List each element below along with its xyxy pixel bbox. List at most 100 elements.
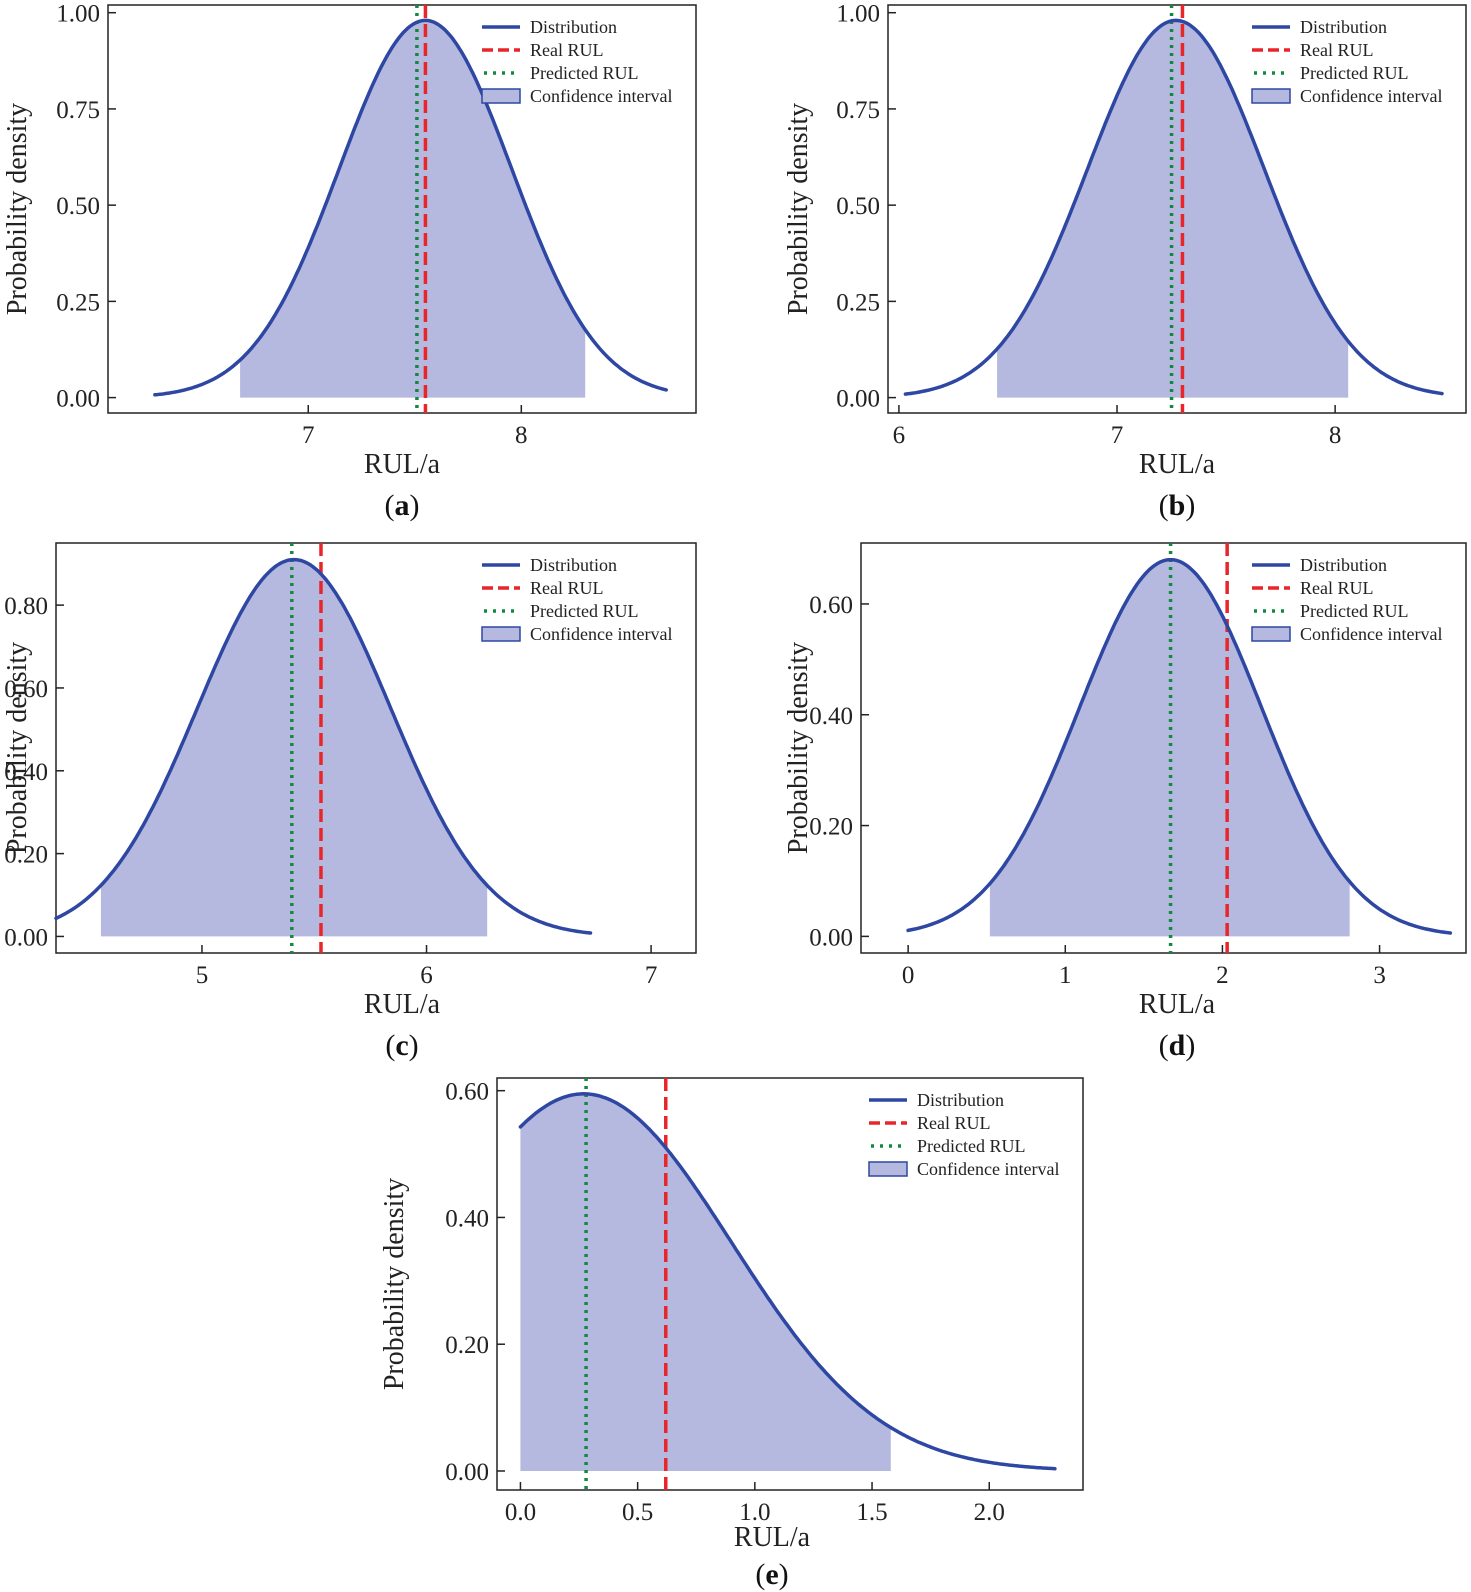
y-tick-label: 0.50 (56, 193, 100, 220)
legend-confidence-interval-swatch (481, 626, 521, 642)
y-tick-label: 1.00 (56, 1, 100, 28)
y-tick-label: 0.25 (836, 289, 880, 316)
plot-frame (55, 542, 697, 954)
x-tick-label: 6 (420, 962, 433, 989)
legend-label-ci: Confidence interval (530, 624, 672, 644)
confidence-interval-area (240, 20, 586, 398)
y-tick-label: 0.60 (4, 676, 48, 703)
y-axis-label: Probability density (783, 642, 814, 854)
y-tick-label: 0.20 (809, 814, 853, 841)
y-tick-label: 0.60 (809, 592, 853, 619)
x-axis-label: RUL/a (1139, 989, 1216, 1020)
legend-label-distribution: Distribution (917, 1090, 1004, 1110)
panel-caption: (d) (1159, 1029, 1196, 1062)
distribution-curve (518, 1092, 1057, 1471)
legend-confidence-interval-swatch (1251, 88, 1291, 104)
plot-frame (496, 1077, 1084, 1491)
plot-frame (107, 4, 697, 414)
plot-frame (860, 542, 1467, 954)
panel-caption: (c) (385, 1029, 418, 1062)
distribution-curve (906, 557, 1453, 935)
x-tick-label: 2 (1216, 962, 1229, 989)
y-tick-label: 0.60 (445, 1079, 489, 1106)
y-tick-label: 0.00 (809, 924, 853, 951)
legend: Distribution Real RUL Predicted RUL Confide… (481, 17, 672, 106)
x-tick-label: 0.5 (622, 1499, 653, 1526)
x-axis-label: RUL/a (364, 989, 441, 1020)
y-tick-label: 0.00 (836, 386, 880, 413)
distribution-curve (54, 557, 593, 935)
y-tick-label: 0.80 (4, 593, 48, 620)
legend-label-real: Real RUL (1300, 578, 1374, 598)
confidence-interval-area (100, 559, 488, 937)
y-tick-label: 0.40 (809, 703, 853, 730)
legend-label-predicted: Predicted RUL (917, 1136, 1025, 1156)
x-tick-label: 8 (1329, 422, 1342, 449)
legend-label-ci: Confidence interval (530, 86, 672, 106)
legend: Distribution Real RUL Predicted RUL Confide… (868, 1090, 1059, 1179)
distribution-curve (153, 18, 668, 397)
legend: Distribution Real RUL Predicted RUL Confide… (1251, 555, 1442, 644)
y-tick-label: 0.75 (56, 97, 100, 124)
legend-label-real: Real RUL (530, 578, 604, 598)
x-tick-label: 1.5 (856, 1499, 887, 1526)
legend-label-distribution: Distribution (1300, 17, 1387, 37)
panel-b: RUL/a Probability density (b) 6 7 8 0.00 0.2… (783, 1, 1467, 522)
y-tick-label: 0.00 (4, 924, 48, 951)
x-tick-label: 7 (1111, 422, 1124, 449)
confidence-interval-area (989, 559, 1350, 937)
panel-a: RUL/a Probability density (a) 7 8 0.00 0.25… (2, 1, 697, 522)
distribution-curve (903, 18, 1444, 396)
y-axis-label: Probability density (2, 642, 33, 854)
y-tick-label: 0.20 (445, 1332, 489, 1359)
legend-label-predicted: Predicted RUL (1300, 63, 1408, 83)
panel-e: RUL/a Probability density (e) 0.0 0.5 1.0 1… (379, 1077, 1084, 1591)
y-tick-label: 0.40 (445, 1205, 489, 1232)
y-tick-label: 0.50 (836, 193, 880, 220)
x-tick-label: 0 (902, 962, 915, 989)
x-axis-label: RUL/a (1139, 449, 1216, 480)
confidence-interval-area (520, 1093, 891, 1471)
legend-label-real: Real RUL (530, 40, 604, 60)
legend-label-predicted: Predicted RUL (530, 63, 638, 83)
panel-caption: (a) (385, 489, 420, 522)
legend-label-real: Real RUL (1300, 40, 1374, 60)
legend-confidence-interval-swatch (1251, 626, 1291, 642)
y-axis-label: Probability density (379, 1178, 410, 1390)
legend-label-predicted: Predicted RUL (530, 601, 638, 621)
x-tick-label: 8 (515, 422, 528, 449)
plot-frame (887, 4, 1467, 414)
legend-label-distribution: Distribution (1300, 555, 1387, 575)
y-tick-label: 1.00 (836, 1, 880, 28)
legend-label-ci: Confidence interval (1300, 86, 1442, 106)
y-tick-label: 0.00 (445, 1459, 489, 1486)
panel-d: RUL/a Probability density (d) 0 1 2 3 0.00 0.… (783, 542, 1467, 1062)
panel-caption: (b) (1159, 489, 1196, 522)
legend-confidence-interval-swatch (481, 88, 521, 104)
x-tick-label: 5 (196, 962, 209, 989)
x-tick-label: 3 (1373, 962, 1386, 989)
y-tick-label: 0.40 (4, 759, 48, 786)
panel-caption: (e) (755, 1558, 788, 1591)
x-tick-label: 1.0 (739, 1499, 770, 1526)
x-tick-label: 0.0 (505, 1499, 536, 1526)
y-tick-label: 0.25 (56, 289, 100, 316)
x-axis-label: RUL/a (734, 1522, 811, 1553)
legend-label-ci: Confidence interval (917, 1159, 1059, 1179)
legend-label-ci: Confidence interval (1300, 624, 1442, 644)
x-tick-label: 1 (1059, 962, 1072, 989)
x-tick-label: 2.0 (974, 1499, 1005, 1526)
confidence-interval-area (997, 20, 1349, 398)
y-tick-label: 0.20 (4, 842, 48, 869)
legend-label-distribution: Distribution (530, 17, 617, 37)
legend: Distribution Real RUL Predicted RUL Confide… (481, 555, 672, 644)
x-tick-label: 7 (302, 422, 315, 449)
panel-c: RUL/a Probability density (c) 5 6 7 0.00 0.2… (2, 542, 697, 1062)
y-tick-label: 0.75 (836, 97, 880, 124)
y-tick-label: 0.00 (56, 386, 100, 413)
x-tick-label: 6 (893, 422, 906, 449)
legend: Distribution Real RUL Predicted RUL Confide… (1251, 17, 1442, 106)
legend-label-distribution: Distribution (530, 555, 617, 575)
legend-label-predicted: Predicted RUL (1300, 601, 1408, 621)
